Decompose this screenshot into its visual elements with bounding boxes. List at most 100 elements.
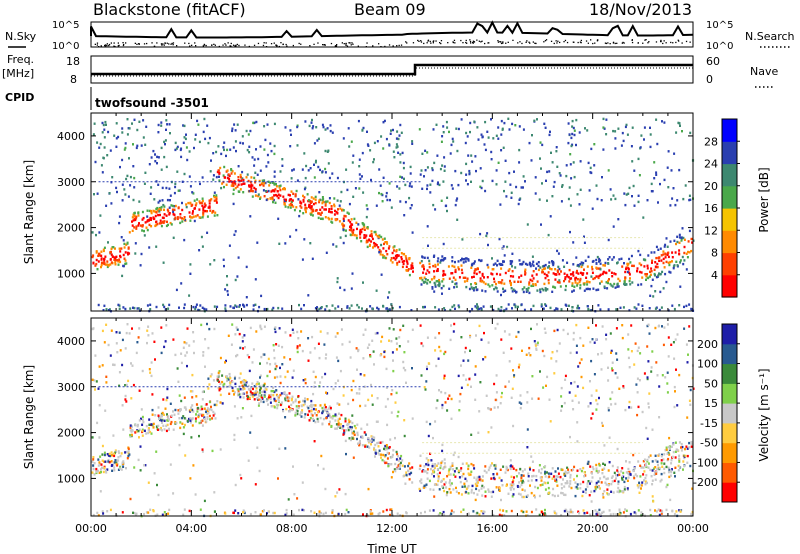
- range-cell: [664, 449, 667, 452]
- range-cell: [614, 273, 617, 276]
- range-cell: [310, 399, 313, 403]
- range-cell: [322, 125, 325, 129]
- range-cell: [650, 267, 653, 270]
- range-cell: [487, 341, 490, 344]
- range-cell: [105, 204, 108, 207]
- range-cell: [314, 404, 317, 407]
- range-cell: [528, 281, 531, 284]
- range-cell: [117, 263, 120, 266]
- range-cell: [249, 396, 251, 400]
- range-cell: [630, 406, 633, 409]
- date-label: 18/Nov/2013: [589, 0, 693, 19]
- range-cell: [450, 509, 453, 512]
- range-cell: [434, 263, 437, 267]
- range-cell: [678, 168, 681, 172]
- range-cell: [376, 306, 379, 310]
- range-cell: [109, 263, 112, 266]
- range-cell: [490, 118, 492, 121]
- range-cell: [602, 496, 605, 499]
- range-cell: [556, 328, 559, 332]
- range-cell: [547, 481, 549, 485]
- range-cell: [599, 282, 601, 285]
- range-cell: [636, 377, 639, 380]
- range-cell: [443, 309, 446, 312]
- range-cell: [437, 479, 440, 483]
- range-cell: [426, 256, 429, 260]
- range-cell: [134, 513, 137, 517]
- range-cell: [383, 460, 386, 463]
- range-cell: [208, 400, 211, 404]
- range-cell: [637, 460, 640, 463]
- colorbar-swatch: [722, 163, 737, 187]
- range-cell: [560, 270, 562, 273]
- range-cell: [155, 425, 158, 428]
- range-cell: [622, 306, 625, 309]
- range-cell: [571, 282, 574, 285]
- range-cell: [168, 213, 171, 216]
- range-cell: [184, 454, 187, 457]
- range-cell: [362, 191, 365, 194]
- nave-line: [91, 67, 693, 77]
- range-cell: [234, 278, 237, 282]
- range-cell: [295, 408, 298, 411]
- range-cell: [303, 187, 306, 191]
- range-cell: [127, 450, 130, 453]
- range-cell: [170, 420, 173, 424]
- range-cell: [576, 469, 579, 472]
- range-cell: [599, 477, 602, 480]
- range-cell: [153, 210, 156, 213]
- range-cell: [201, 450, 204, 453]
- range-cell: [344, 417, 347, 420]
- noise-search-dot: [580, 42, 582, 44]
- range-cell: [273, 122, 276, 126]
- range-cell: [568, 186, 571, 189]
- range-cell: [690, 442, 693, 446]
- range-cell: [548, 265, 550, 268]
- range-cell: [278, 186, 281, 189]
- range-cell: [449, 338, 452, 342]
- range-cell: [387, 296, 389, 299]
- range-cell: [640, 271, 643, 274]
- range-cell: [434, 336, 437, 339]
- range-cell: [544, 331, 547, 334]
- range-cell: [610, 284, 613, 287]
- range-cell: [675, 242, 677, 246]
- range-cell: [363, 374, 366, 377]
- range-cell: [163, 208, 165, 211]
- range-cell: [519, 468, 522, 471]
- range-cell: [334, 427, 337, 430]
- colorbar-tick-label: 4: [711, 269, 718, 282]
- range-cell: [254, 278, 257, 281]
- range-cell: [426, 471, 429, 475]
- range-cell: [337, 379, 340, 382]
- range-cell: [514, 305, 517, 309]
- range-cell: [384, 256, 387, 260]
- range-cell: [486, 130, 489, 133]
- range-cell: [390, 129, 392, 132]
- range-cell: [448, 487, 451, 491]
- range-cell: [144, 464, 147, 467]
- range-cell: [330, 217, 333, 221]
- range-cell: [525, 495, 528, 498]
- range-cell: [215, 196, 218, 199]
- range-cell: [482, 358, 485, 361]
- range-cell: [551, 351, 554, 354]
- range-cell: [511, 260, 514, 263]
- range-cell: [399, 175, 402, 178]
- range-cell: [604, 264, 606, 267]
- range-cell: [616, 447, 619, 451]
- range-cell: [655, 171, 658, 174]
- range-cell: [592, 287, 595, 290]
- range-cell: [443, 169, 446, 172]
- range-cell: [473, 262, 476, 265]
- range-cell: [542, 271, 544, 274]
- range-cell: [245, 381, 248, 384]
- range-cell: [584, 127, 586, 130]
- range-cell: [128, 453, 131, 456]
- range-cell: [279, 403, 282, 407]
- range-cell: [263, 148, 266, 151]
- range-cell: [153, 198, 156, 201]
- range-cell: [589, 340, 592, 344]
- range-cell: [161, 216, 164, 219]
- range-cell: [279, 188, 282, 192]
